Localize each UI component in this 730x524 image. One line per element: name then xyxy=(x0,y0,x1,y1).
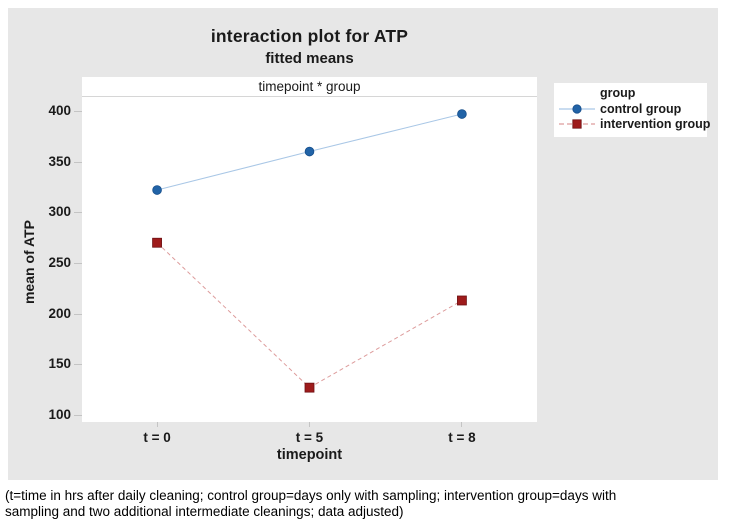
data-point-intervention-group-t=5 xyxy=(304,382,315,393)
legend: group control group intervention group xyxy=(554,83,711,137)
x-tick-mark xyxy=(156,422,158,427)
data-point-control-group-t=5 xyxy=(304,146,315,157)
legend-title: group xyxy=(600,86,636,100)
data-point-intervention-group-t=8 xyxy=(457,295,467,306)
y-tick-mark xyxy=(74,364,82,366)
y-tick-label: 100 xyxy=(48,407,71,422)
x-axis-title: timepoint xyxy=(276,447,343,463)
panel-label: timepoint * group xyxy=(82,77,537,97)
square-marker-icon xyxy=(572,118,582,129)
legend-swatch xyxy=(559,118,595,129)
legend-entries: control group intervention group xyxy=(554,101,711,131)
x-tick-mark xyxy=(309,422,310,427)
y-tick-label: 150 xyxy=(48,356,71,372)
y-tick-mark xyxy=(74,111,82,112)
x-tick-label: t = 0 xyxy=(143,430,171,445)
x-tick-label: t = 5 xyxy=(295,430,324,445)
caption: (t=time in hrs after daily cleaning; con… xyxy=(5,488,721,520)
plot-panel: timepoint * group xyxy=(82,77,537,422)
y-tick-mark xyxy=(74,161,82,163)
caption-line-1: (t=time in hrs after daily cleaning; con… xyxy=(5,488,617,503)
legend-swatch xyxy=(559,103,595,114)
legend-entry-control-group: control group xyxy=(554,101,707,116)
plot-area xyxy=(152,109,467,393)
x-tick-label: t = 8 xyxy=(448,430,476,445)
circle-marker-icon xyxy=(572,103,582,114)
y-tick-mark xyxy=(74,415,82,416)
data-point-control-group-t=0 xyxy=(152,185,162,195)
chart-title: interaction plot for ATP xyxy=(210,26,409,46)
data-point-control-group-t=8 xyxy=(457,109,467,119)
y-tick-label: 300 xyxy=(48,204,71,220)
y-tick-mark xyxy=(74,263,82,264)
legend-entry-label: intervention group xyxy=(600,116,711,131)
y-tick-label: 250 xyxy=(48,255,71,270)
x-tick-mark xyxy=(461,422,463,427)
y-tick-mark xyxy=(74,212,82,214)
y-tick-label: 350 xyxy=(48,153,71,169)
y-tick-label: 400 xyxy=(48,103,71,118)
series-line-intervention-group xyxy=(156,242,463,389)
chart-figure: interaction plot for ATP fitted means me… xyxy=(8,8,718,480)
caption-line-2: sampling and two additional intermediate… xyxy=(5,504,404,519)
legend-entry-label: control group xyxy=(600,101,682,116)
legend-entry-intervention-group: intervention group xyxy=(554,116,711,131)
y-tick-label: 200 xyxy=(48,305,71,321)
chart-subtitle: fitted means xyxy=(265,50,354,67)
y-tick-mark xyxy=(74,313,82,315)
data-point-intervention-group-t=0 xyxy=(152,237,162,248)
